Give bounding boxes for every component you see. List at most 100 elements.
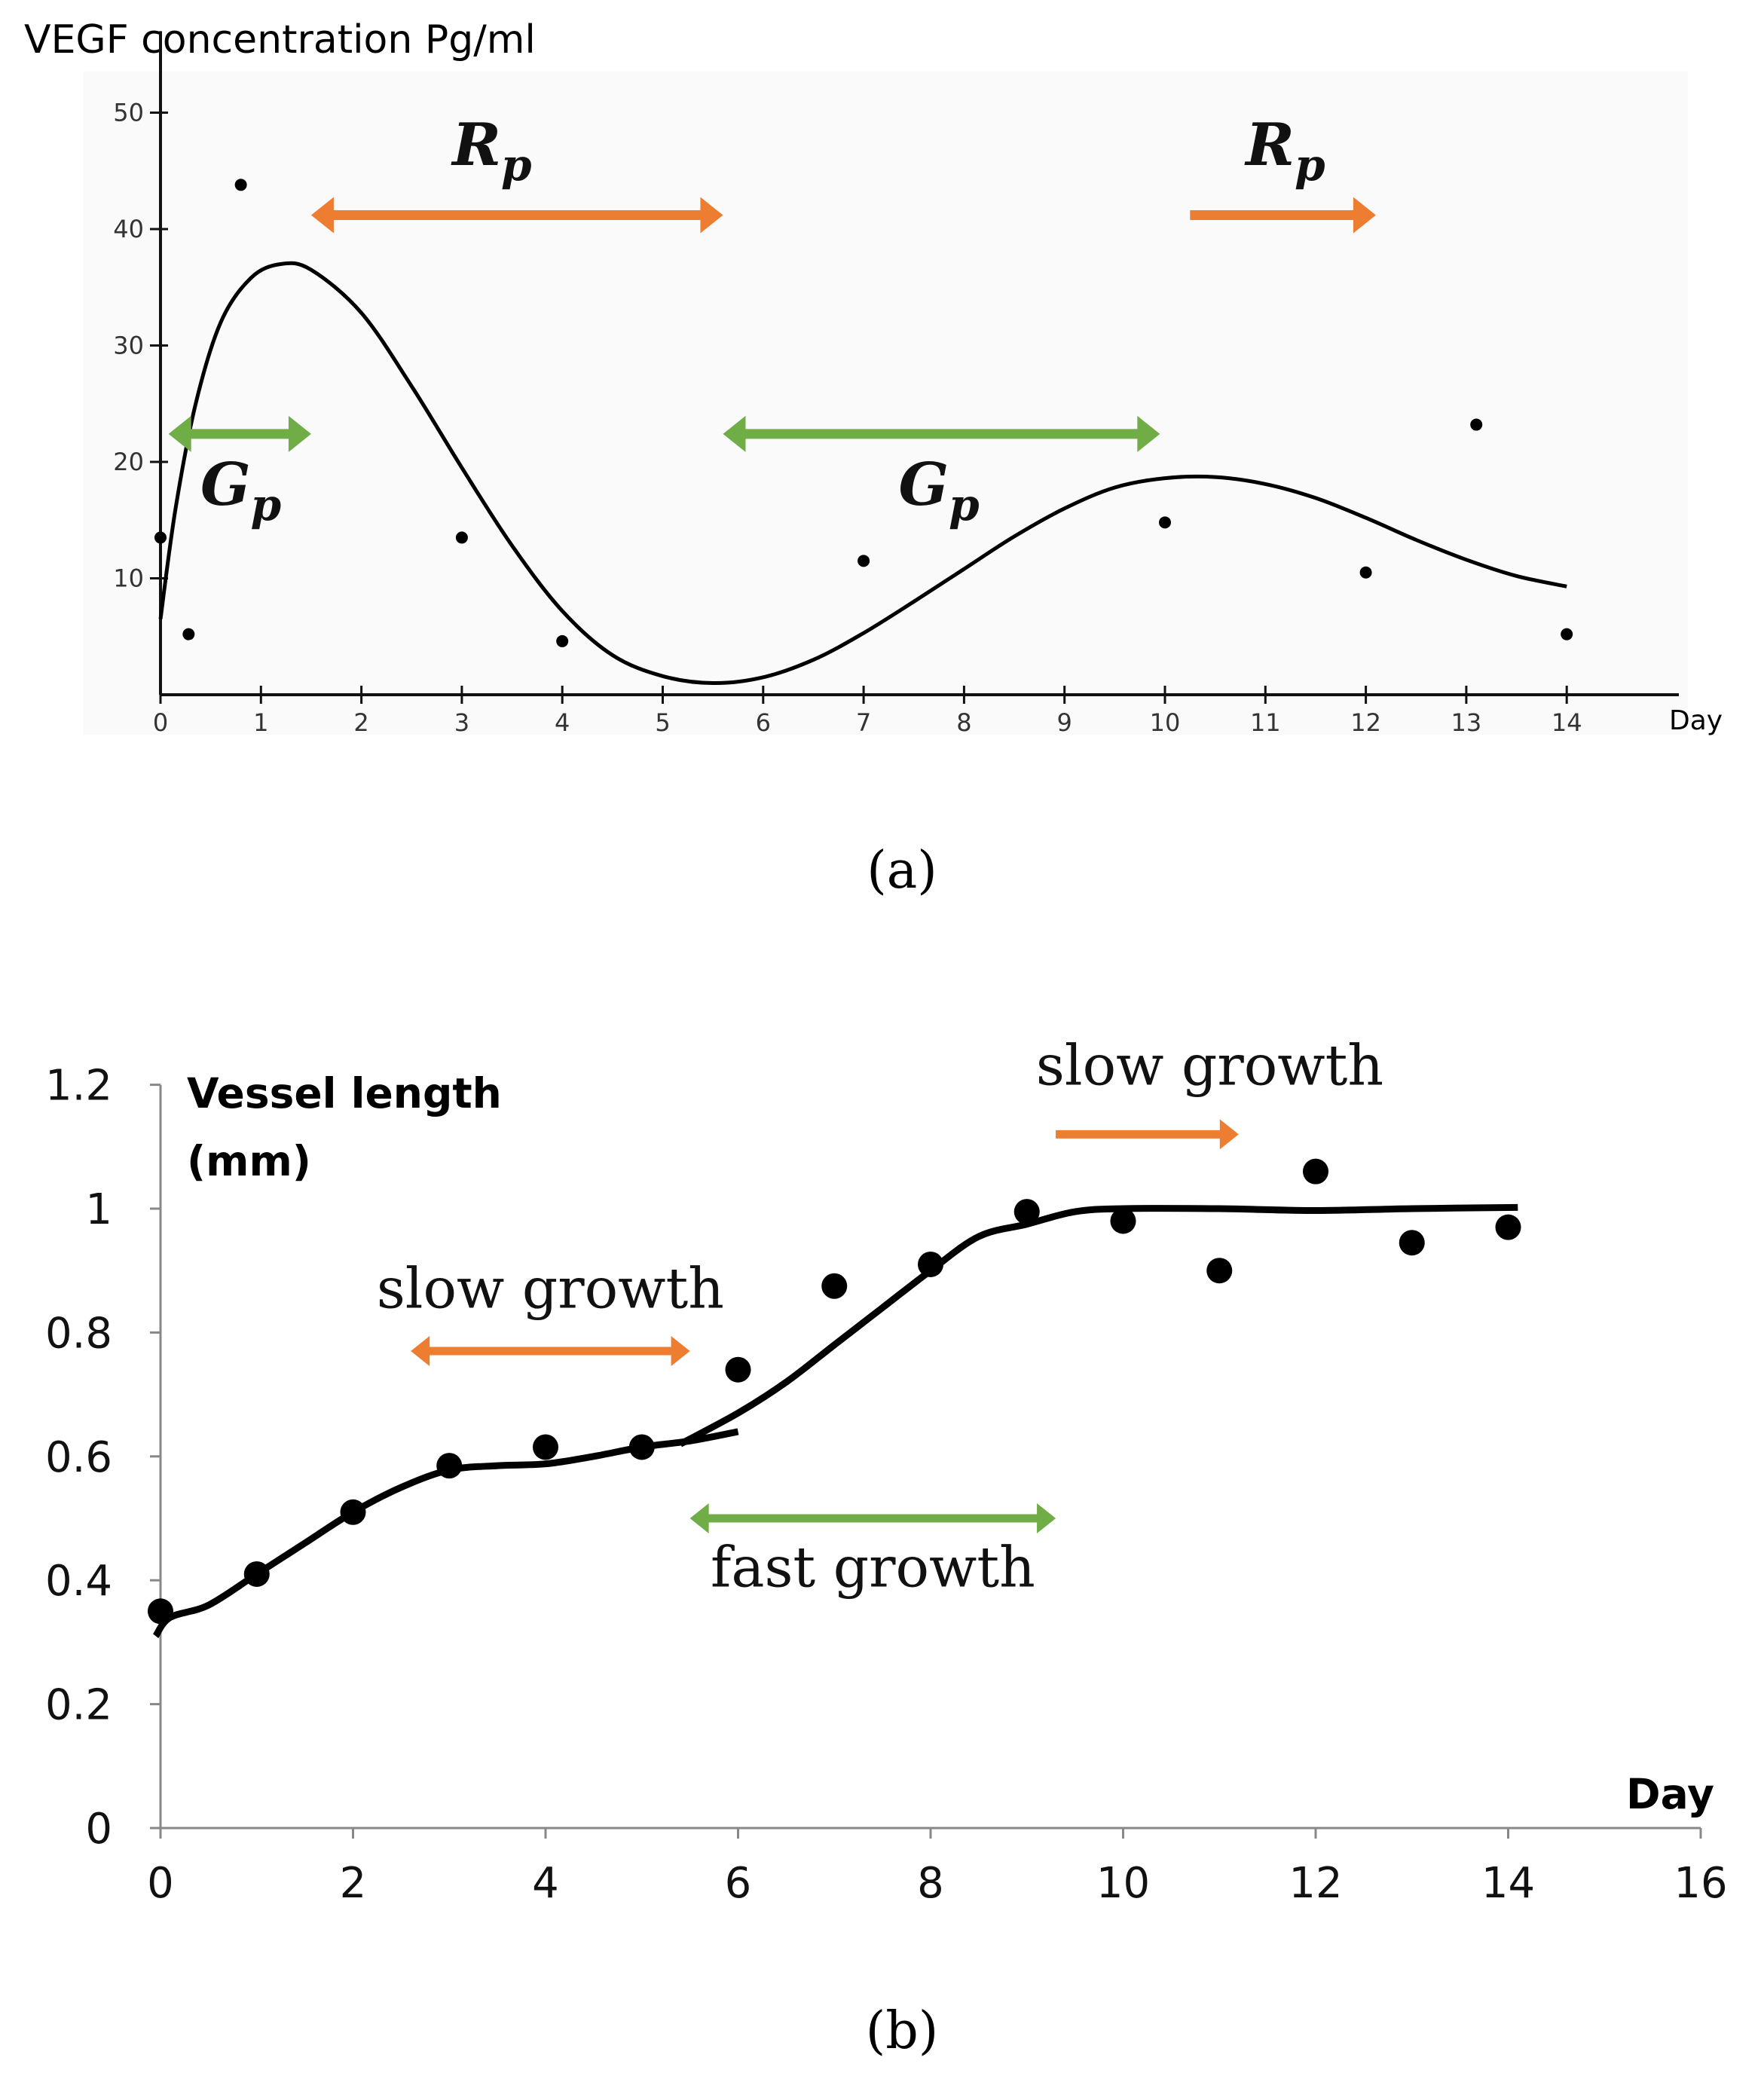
panel-a-data-points [154, 179, 1573, 647]
panel-b-x-tick-label: 12 [1289, 1859, 1342, 1908]
panel-b-x-tick-label: 4 [532, 1859, 559, 1908]
panel-a-data-point [556, 634, 569, 647]
panel-b-annotation-label: slow growth [1036, 1034, 1383, 1099]
panel-a-x-tick-label: 1 [253, 708, 268, 737]
panel-a-data-point [234, 179, 247, 191]
panel-a-arrow-green-head-right [288, 415, 311, 452]
panel-b-y-tick-label: 0 [85, 1805, 112, 1854]
panel-a-arrow-green [723, 415, 1160, 452]
panel-a-x-tick-label: 14 [1552, 708, 1582, 737]
panel-a-x-tick-label: 2 [353, 708, 368, 737]
panel-b-caption: (b) [866, 2001, 939, 2061]
panel-b-data-point [533, 1434, 558, 1460]
panel-a-annotation-subscript: p [1295, 139, 1325, 191]
panel-a-annotation-letter: G [200, 451, 251, 519]
panel-a-arrow-orange-head-right [1353, 197, 1376, 234]
panel-b-x-tick-label: 10 [1096, 1859, 1150, 1908]
panel-b-data-point [148, 1598, 173, 1625]
panel-b-y-axis-title-line1: Vessel length [187, 1069, 502, 1117]
panel-a-y-tick-label: 10 [113, 564, 144, 593]
panel-a-x-tick-label: 11 [1250, 708, 1281, 737]
panel-b-data-point [340, 1499, 366, 1525]
panel-b-data-point [1303, 1158, 1328, 1185]
panel-a-data-point [858, 555, 870, 567]
panel-a-annotation-letter: G [898, 451, 949, 519]
panel-b-data-point [1013, 1199, 1040, 1225]
panel-a-y-axis-title: VEGF concentration Pg/ml [24, 17, 536, 63]
panel-a-annotation-label: Rp [451, 111, 531, 191]
panel-a-x-tick-label: 4 [555, 708, 570, 737]
panel-a-data-point [182, 628, 195, 640]
panel-a-annotation-letter: R [1244, 111, 1295, 179]
panel-b-x-tick-label: 0 [147, 1859, 174, 1908]
panel-a-data-point [1159, 516, 1171, 529]
panel-a-annotation-label: Gp [200, 451, 281, 530]
panel-a-x-tick-label: 8 [956, 708, 971, 737]
panel-a-y-ticks: 10 20 30 40 50 [113, 99, 168, 593]
panel-a-arrow-green-head-left [723, 415, 746, 452]
panel-b-data-point [243, 1561, 270, 1587]
panel-b-data-point [628, 1434, 655, 1460]
panel-a-arrow-green [168, 415, 311, 452]
panel-a-arrow-green-head-right [1137, 415, 1160, 452]
panel-b-arrow-green [689, 1503, 1056, 1533]
panel-a-caption: (a) [867, 841, 937, 900]
panel-b-x-axis-title: Day [1626, 1770, 1714, 1818]
panel-b-x-ticks: 0 2 4 6 8 10 12 14 16 [147, 1828, 1728, 1908]
panel-b-x-tick-label: 2 [340, 1859, 367, 1908]
panel-a-annotation-letter: R [451, 111, 501, 179]
panel-a-y-tick-label: 30 [113, 332, 144, 360]
panel-b-arrow-orange-head-right [1219, 1119, 1239, 1150]
panel-a-x-axis-title: Day [1669, 705, 1723, 736]
panel-a-y-tick-label: 40 [113, 215, 144, 243]
panel-b-data-point [436, 1453, 463, 1479]
panel-a-x-tick-label: 3 [454, 708, 469, 737]
panel-a-annotation-subscript: p [251, 479, 282, 530]
panel-b-vessel-chart: Vessel length (mm) 0 0.2 0.4 0.6 0.8 1 1.2 0 2 4… [45, 1034, 1728, 2061]
panel-b-y-ticks: 0 0.2 0.4 0.6 0.8 1 1.2 [45, 1062, 161, 1854]
panel-b-arrow-green-head-right [1037, 1503, 1056, 1533]
panel-a-data-point [154, 531, 167, 544]
panel-b-data-point [1110, 1208, 1136, 1234]
panel-b-y-axis-title-line2: (mm) [187, 1137, 311, 1185]
panel-a-x-tick-label: 9 [1057, 708, 1072, 737]
panel-a-x-tick-label: 13 [1451, 708, 1482, 737]
panel-b-y-tick-label: 1.2 [45, 1062, 112, 1111]
panel-a-arrow-orange-head-right [700, 197, 723, 234]
panel-a-arrow-orange-head-left [310, 197, 334, 234]
panel-b-y-tick-label: 0.6 [45, 1433, 112, 1482]
panel-a-data-point [1561, 628, 1573, 640]
panel-b-x-tick-label: 6 [725, 1859, 752, 1908]
panel-b-y-tick-label: 0.4 [45, 1557, 112, 1606]
panel-b-fit-curve-late [678, 1203, 1518, 1448]
panel-a-fit-curve [158, 261, 1567, 686]
panel-b-annotations: slow growth fast growth slow growth [377, 1034, 1383, 1600]
panel-a-x-tick-label: 5 [655, 708, 670, 737]
panel-b-arrow-orange [1056, 1119, 1239, 1150]
panel-b-x-tick-label: 16 [1674, 1859, 1727, 1908]
panel-a-plot-background [83, 72, 1688, 735]
panel-b-data-point [1399, 1230, 1425, 1256]
panel-b-data-point [725, 1356, 751, 1383]
panel-b-data-point [1495, 1214, 1521, 1240]
panel-a-x-ticks: 0 1 2 3 4 5 6 7 8 9 10 11 12 13 14 [153, 686, 1582, 737]
panel-b-annotation-label: slow growth [377, 1257, 724, 1322]
panel-a-annotation-label: Gp [898, 451, 979, 530]
panel-b-arrow-green-head-left [689, 1503, 709, 1533]
panel-b-data-point [1206, 1258, 1233, 1284]
panel-a-annotation-label: Rp [1244, 111, 1325, 191]
panel-a-annotation-subscript: p [949, 479, 980, 530]
panel-b-data-point [821, 1273, 848, 1299]
panel-a-x-tick-label: 12 [1350, 708, 1381, 737]
panel-a-arrow-orange [1190, 197, 1376, 234]
panel-a-data-point [455, 531, 468, 544]
panel-b-y-tick-label: 1 [85, 1185, 112, 1234]
panel-b-x-tick-label: 14 [1481, 1859, 1535, 1908]
panel-a-annotation-subscript: p [501, 139, 532, 191]
panel-b-arrow-orange-head-left [411, 1336, 430, 1367]
panel-b-y-tick-label: 0.8 [45, 1309, 112, 1358]
